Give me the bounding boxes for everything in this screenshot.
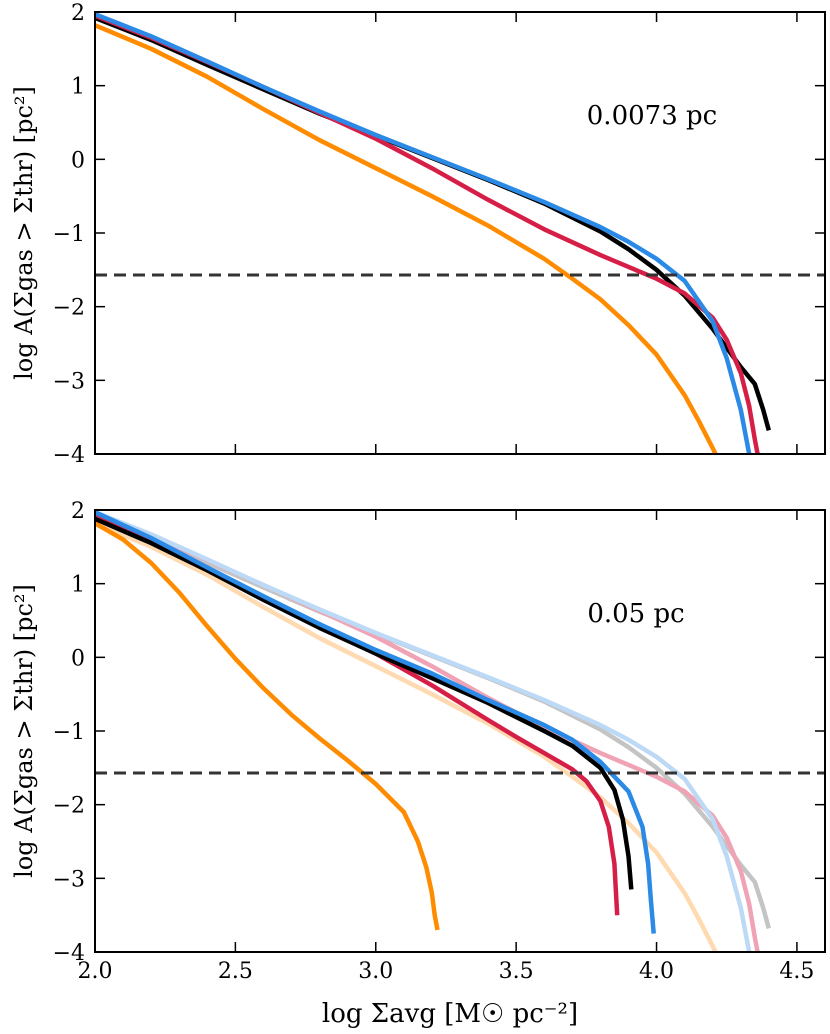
y-tick-label: 0 <box>71 646 85 671</box>
series-line-orange <box>94 23 718 455</box>
ticks-top: 2 1 0 −1 −2 −3 −4 <box>53 1 825 468</box>
y-axis-label-bottom: log A(Σgas > Σthr) [pc²] <box>10 584 38 878</box>
series-line-blue <box>94 12 752 455</box>
ticks-bottom: 2.0 2.5 3.0 3.5 4.0 4.5 2 1 0 −1 −2 −3 −4 <box>53 499 825 984</box>
annotation-bottom: 0.05 pc <box>587 599 684 629</box>
series-line-black <box>94 516 634 890</box>
x-tick-label: 3.0 <box>358 959 393 984</box>
series-layer-top <box>94 12 771 455</box>
series-line-light_red <box>94 511 760 953</box>
plot-frame-bottom <box>94 509 826 953</box>
y-tick-label: −3 <box>53 369 85 394</box>
y-tick-label: −2 <box>53 794 85 819</box>
series-line-light_orange <box>94 521 718 953</box>
y-tick-label: −1 <box>53 720 85 745</box>
series-line-orange <box>93 521 440 931</box>
y-axis-label-top: log A(Σgas > Σthr) [pc²] <box>10 86 38 380</box>
plot-frame-top <box>94 11 826 455</box>
series-line-blue <box>94 510 656 934</box>
x-tick-label: 4.5 <box>779 959 814 984</box>
y-tick-label: −1 <box>53 222 85 247</box>
panel-top: 2 1 0 −1 −2 −3 −4 0.0073 pc log A(Σgas > Σthr)… <box>10 1 826 468</box>
y-tick-label: 1 <box>71 75 85 100</box>
series-line-light_blue <box>94 510 752 953</box>
series-layer-bottom <box>93 510 771 953</box>
y-tick-label: 1 <box>71 573 85 598</box>
x-axis-label: log Σavg [M☉ pc⁻²] <box>322 999 578 1029</box>
series-line-red <box>94 13 760 455</box>
x-tick-label: 2.0 <box>78 959 113 984</box>
y-tick-label: −4 <box>53 941 85 966</box>
y-tick-label: −2 <box>53 296 85 321</box>
y-tick-label: 0 <box>71 148 85 173</box>
annotation-top: 0.0073 pc <box>587 101 717 131</box>
series-line-red <box>94 511 620 916</box>
x-tick-label: 2.5 <box>218 959 253 984</box>
y-tick-label: −4 <box>53 443 85 468</box>
y-tick-label: 2 <box>71 1 85 26</box>
y-tick-label: −3 <box>53 867 85 892</box>
panel-bottom: 2.0 2.5 3.0 3.5 4.0 4.5 2 1 0 −1 −2 −3 −4 0.05 pc lo… <box>10 499 826 1029</box>
y-tick-label: 2 <box>71 499 85 524</box>
x-tick-label: 3.5 <box>499 959 534 984</box>
x-tick-label: 4.0 <box>639 959 674 984</box>
